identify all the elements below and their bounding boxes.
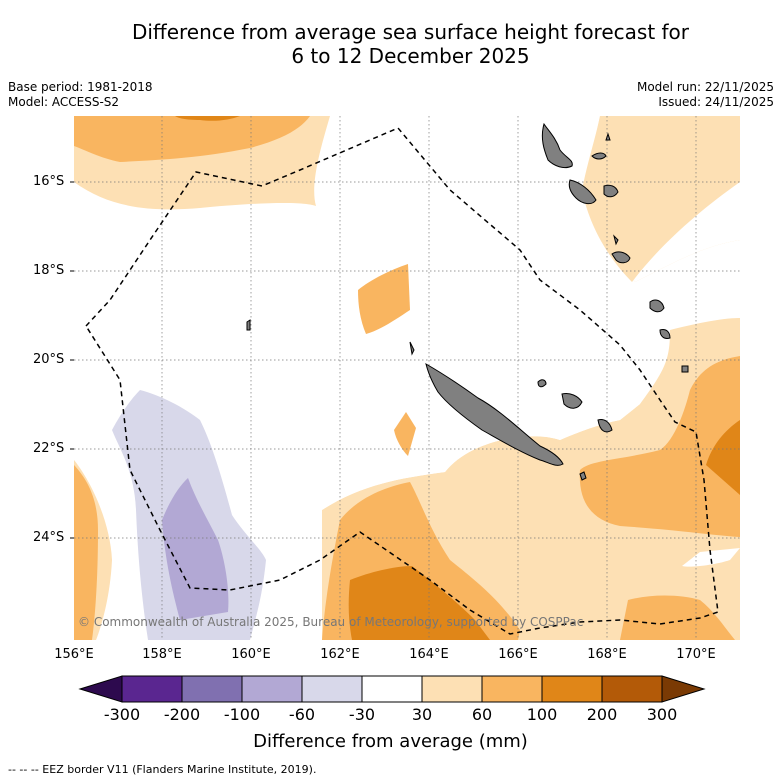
colorbar-tick-label: 100 <box>526 705 558 724</box>
contour-60-100-top <box>74 116 310 162</box>
base-period: Base period: 1981-2018 <box>8 80 153 94</box>
eez-legend: -- -- -- EEZ border V11 (Flanders Marine… <box>8 763 317 776</box>
axis-ticks <box>70 181 74 539</box>
lon-label-164e: 164°E <box>409 647 449 662</box>
lat-label-20s: 20°S <box>33 352 65 367</box>
meta-left: Base period: 1981-2018 Model: ACCESS-S2 <box>8 80 153 110</box>
colorbar-tick-label: 60 <box>471 705 493 724</box>
lat-label-18s: 18°S <box>33 263 65 278</box>
colorbar-tick-label: -100 <box>223 705 261 724</box>
colorbar-tick-label: 30 <box>411 705 433 724</box>
colorbar-tick-label: -30 <box>348 705 376 724</box>
contour-60-100-east <box>579 356 740 537</box>
loyalty-north <box>649 299 665 313</box>
colorbar-bin-100-200 <box>541 675 603 703</box>
issued-date: Issued: 24/11/2025 <box>658 95 774 109</box>
lon-label-170e: 170°E <box>676 647 716 662</box>
colorbar-bin-60-100 <box>481 675 543 703</box>
vanuatu-espiritu <box>541 122 573 169</box>
colorbar-bin-200-300 <box>601 675 663 703</box>
lon-label-160e: 160°E <box>231 647 271 662</box>
lon-label-156e: 156°E <box>54 647 94 662</box>
colorbar-tick-label: 300 <box>646 705 678 724</box>
colorbar-tick-label: -200 <box>163 705 201 724</box>
colorbar-bin-neg300-neg200 <box>121 675 183 703</box>
map-title-line2: 6 to 12 December 2025 <box>291 44 530 68</box>
map-area <box>74 116 740 640</box>
lon-label-166e: 166°E <box>498 647 538 662</box>
lon-label-168e: 168°E <box>587 647 627 662</box>
lat-label-16s: 16°S <box>33 174 65 189</box>
lat-label-22s: 22°S <box>33 441 65 456</box>
colorbar-extend-max <box>661 675 706 703</box>
lon-label-158e: 158°E <box>142 647 182 662</box>
colorbar-tick-label: 200 <box>586 705 618 724</box>
colorbar-title: Difference from average (mm) <box>253 731 528 752</box>
eez-border <box>85 127 719 635</box>
model-name: Model: ACCESS-S2 <box>8 95 120 109</box>
meta-right: Model run: 22/11/2025 Issued: 24/11/2025 <box>637 80 774 110</box>
model-run: Model run: 22/11/2025 <box>636 80 774 94</box>
contour-100-200-south <box>348 566 490 640</box>
new-caledonia <box>425 362 564 466</box>
graticule <box>74 116 740 640</box>
colorbar-bin-neg30-30 <box>361 675 423 703</box>
lat-label-24s: 24°S <box>33 530 65 545</box>
colorbar-bin-30-60 <box>421 675 483 703</box>
landmasses <box>246 122 689 481</box>
contour-neg60-neg100 <box>162 478 229 620</box>
lon-label-162e: 162°E <box>320 647 360 662</box>
colorbar-bin-neg100-neg60 <box>241 675 303 703</box>
colorbar-bin-neg200-neg100 <box>181 675 243 703</box>
map-title-line1: Difference from average sea surface heig… <box>131 20 690 44</box>
copyright-notice: © Commonwealth of Australia 2025, Bureau… <box>78 615 583 629</box>
colorbar <box>78 675 706 703</box>
colorbar-bin-neg60-neg30 <box>301 675 363 703</box>
colorbar-tick-label: -300 <box>103 705 141 724</box>
colorbar-tick-label: -60 <box>288 705 316 724</box>
colorbar-extend-min <box>78 675 123 703</box>
contour-60-100-mid <box>358 264 410 334</box>
